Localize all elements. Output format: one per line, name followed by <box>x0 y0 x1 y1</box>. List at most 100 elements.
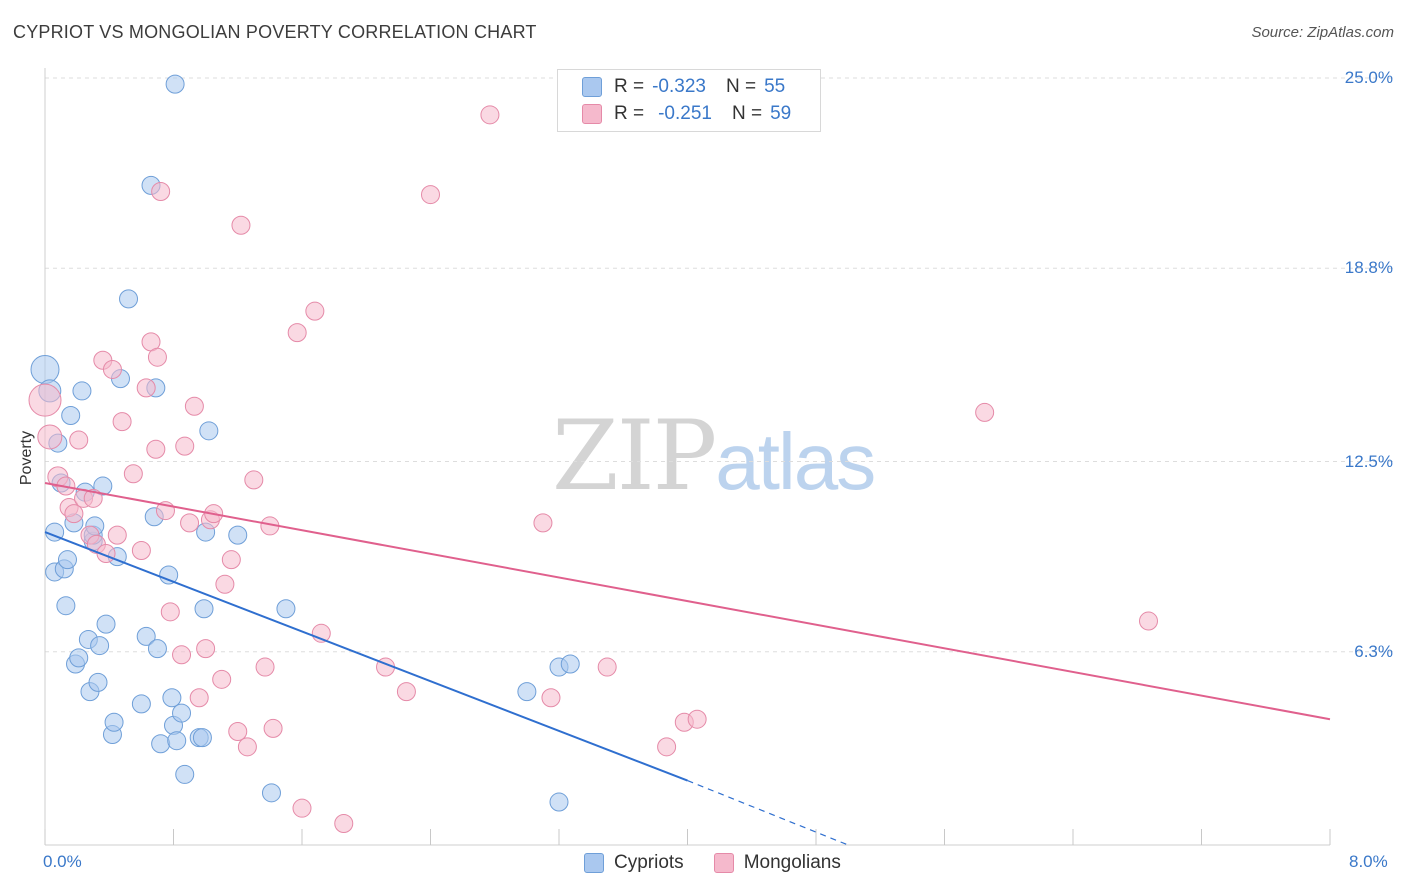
data-point <box>255 657 275 677</box>
data-point <box>159 565 179 585</box>
data-point <box>184 396 204 416</box>
data-point <box>261 783 281 803</box>
data-point <box>162 688 182 708</box>
data-point <box>147 347 167 367</box>
data-point <box>396 682 416 702</box>
data-point <box>175 764 195 784</box>
blue-swatch-icon <box>582 77 602 97</box>
blue-swatch-icon <box>584 853 604 873</box>
data-point <box>276 599 296 619</box>
data-point <box>104 712 124 732</box>
data-point <box>199 421 219 441</box>
watermark: ZIPatlas <box>552 400 876 512</box>
y-tick-label: 18.8% <box>1344 258 1393 278</box>
data-point <box>102 359 122 379</box>
data-point <box>107 525 127 545</box>
data-point <box>146 439 166 459</box>
data-point <box>287 323 307 343</box>
watermark-zip: ZIP <box>552 400 717 512</box>
pink-swatch-icon <box>582 104 602 124</box>
data-point <box>69 430 89 450</box>
data-point <box>263 718 283 738</box>
data-point <box>131 540 151 560</box>
data-point <box>541 688 561 708</box>
y-tick-label: 6.3% <box>1354 641 1393 661</box>
data-point <box>61 405 81 425</box>
data-point <box>196 639 216 659</box>
data-point <box>56 596 76 616</box>
legend-n-key: N = <box>725 76 757 97</box>
x-tick-label-min: 0.0% <box>43 852 82 871</box>
data-point <box>244 470 264 490</box>
data-point <box>160 602 180 622</box>
legend-r-value: -0.251 <box>658 103 712 124</box>
data-point <box>123 464 143 484</box>
legend-r-key: R = <box>614 76 645 97</box>
data-point <box>147 639 167 659</box>
legend-r-key: R = <box>614 103 645 124</box>
data-point <box>687 709 707 729</box>
data-point <box>1138 611 1158 631</box>
data-point <box>72 381 92 401</box>
data-point <box>175 436 195 456</box>
trend-line <box>44 531 688 782</box>
data-point <box>172 703 192 723</box>
data-point <box>192 728 212 748</box>
series-legend: Cypriots Mongolians <box>584 852 871 874</box>
data-point <box>221 550 241 570</box>
data-point <box>57 550 77 570</box>
x-tick-label-max: 8.0% <box>1349 852 1388 871</box>
data-point <box>212 669 232 689</box>
legend-n-value: 55 <box>764 76 786 97</box>
data-point <box>151 182 171 202</box>
legend-row-mongolians: R = -0.251 N = 59 <box>582 101 791 127</box>
legend-n-key: N = <box>731 103 763 124</box>
legend-n-value: 59 <box>770 103 792 124</box>
data-point <box>194 599 214 619</box>
y-tick-label: 25.0% <box>1344 68 1393 87</box>
data-point <box>560 654 580 674</box>
data-point <box>231 215 251 235</box>
data-point <box>69 648 89 668</box>
source-label: Source: ZipAtlas.com <box>1251 24 1394 41</box>
y-axis-label: Poverty <box>18 430 35 486</box>
data-point <box>189 688 209 708</box>
data-point <box>180 513 200 533</box>
legend-r-value: -0.323 <box>652 76 706 97</box>
data-point <box>549 792 569 812</box>
data-point <box>37 424 63 450</box>
chart-title: CYPRIOT VS MONGOLIAN POVERTY CORRELATION… <box>13 22 537 42</box>
data-point <box>480 105 500 125</box>
data-point <box>334 814 354 834</box>
data-point <box>975 402 995 422</box>
data-point <box>83 488 103 508</box>
y-tick-label: 12.5% <box>1344 451 1393 471</box>
data-point <box>165 74 185 94</box>
data-point <box>237 737 257 757</box>
legend-item-mongolians: Mongolians <box>713 852 841 874</box>
data-point <box>136 378 156 398</box>
data-point <box>517 682 537 702</box>
data-point <box>96 614 116 634</box>
data-point <box>131 694 151 714</box>
pink-swatch-icon <box>713 853 734 873</box>
data-point <box>305 301 325 321</box>
data-point <box>597 657 617 677</box>
data-point <box>421 185 440 205</box>
data-point <box>228 721 248 741</box>
data-point <box>228 525 248 545</box>
data-point <box>167 731 187 751</box>
data-point <box>64 504 84 524</box>
data-point <box>215 574 235 594</box>
data-point <box>533 513 553 533</box>
legend-item-cypriots: Cypriots <box>584 852 684 874</box>
data-point <box>30 354 60 384</box>
data-point <box>119 289 139 309</box>
trend-line-extension <box>687 780 849 846</box>
data-point <box>90 636 110 656</box>
trend-line <box>44 481 1331 721</box>
correlation-legend: R = -0.323 N = 55 R = -0.251 N = 59 <box>557 69 821 132</box>
data-point <box>657 737 677 757</box>
legend-row-cypriots: R = -0.323 N = 55 <box>582 74 785 100</box>
